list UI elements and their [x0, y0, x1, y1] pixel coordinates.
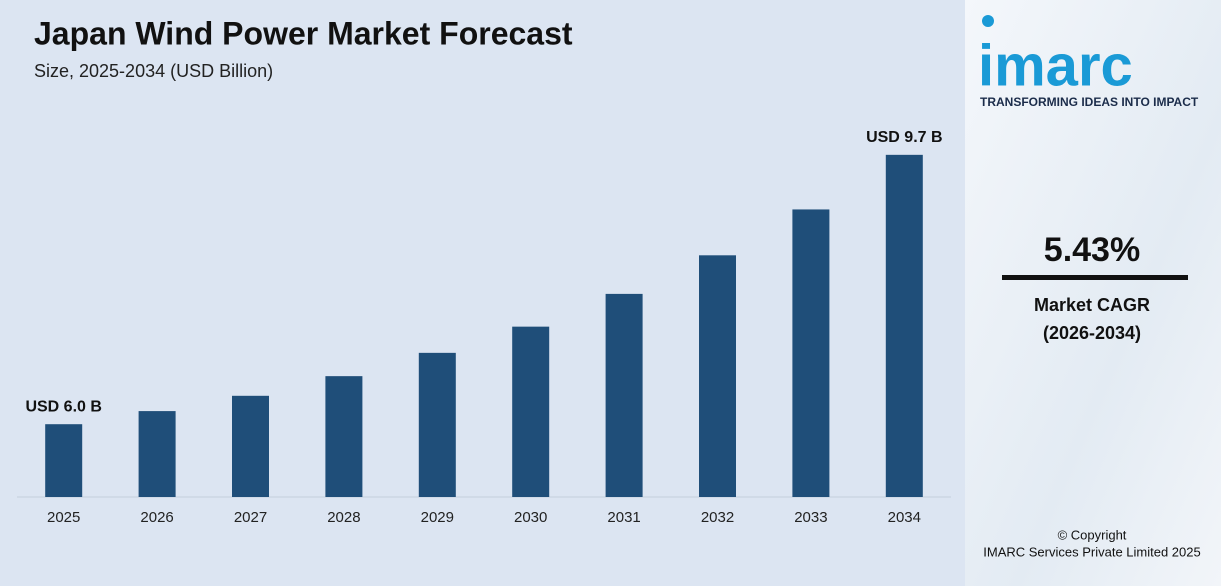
- x-tick-label: 2031: [607, 509, 640, 526]
- x-tick-label: 2026: [140, 509, 173, 526]
- company: IMARC Services Private Limited 2025: [983, 544, 1200, 559]
- value-label: USD 6.0 B: [25, 398, 101, 415]
- bar: [325, 376, 363, 497]
- bar: [418, 352, 456, 497]
- bar: [138, 411, 176, 497]
- x-tick-label: 2030: [514, 509, 547, 526]
- bar: [512, 326, 550, 497]
- cagr-rule: [1002, 275, 1188, 280]
- x-tick-label: 2029: [421, 509, 454, 526]
- bar: [792, 209, 830, 497]
- bar: [885, 154, 923, 497]
- x-tick-label: 2032: [701, 509, 734, 526]
- logo: imarc: [978, 33, 1133, 98]
- tagline: TRANSFORMING IDEAS INTO IMPACT: [980, 95, 1199, 109]
- bar: [45, 424, 83, 497]
- x-tick-label: 2033: [794, 509, 827, 526]
- sidebar-background: [965, 0, 1221, 586]
- x-tick-label: 2034: [888, 509, 921, 526]
- chart-subtitle: Size, 2025-2034 (USD Billion): [34, 61, 273, 81]
- chart-title: Japan Wind Power Market Forecast: [34, 15, 573, 51]
- copyright: © Copyright: [1058, 527, 1127, 542]
- bar: [232, 395, 269, 497]
- bar: [605, 293, 643, 497]
- value-label: USD 9.7 B: [866, 129, 942, 146]
- logo-dot: [982, 15, 994, 27]
- cagr-value: 5.43%: [1044, 231, 1140, 269]
- x-tick-label: 2027: [234, 509, 267, 526]
- bar: [699, 255, 736, 497]
- cagr-period: (2026-2034): [1043, 323, 1141, 343]
- x-tick-label: 2028: [327, 509, 360, 526]
- x-tick-label: 2025: [47, 509, 80, 526]
- cagr-label: Market CAGR: [1034, 295, 1150, 315]
